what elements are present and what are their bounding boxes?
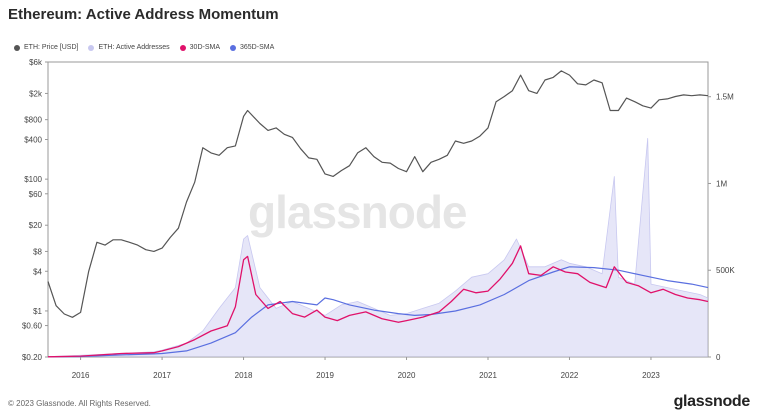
y-left-tick-label: $6k xyxy=(29,58,43,67)
legend-item-30d-sma[interactable]: 30D-SMA xyxy=(179,44,220,51)
y-left-tick-label: $4 xyxy=(33,267,42,276)
legend-dot-icon xyxy=(230,44,236,51)
legend: ETH: Price [USD] ETH: Active Addresses 3… xyxy=(14,44,274,51)
series-area-active-addresses xyxy=(48,138,708,357)
series-line-30d-sma xyxy=(47,245,709,358)
legend-item-price[interactable]: ETH: Price [USD] xyxy=(14,44,78,51)
copyright-text: © 2023 Glassnode. All Rights Reserved. xyxy=(8,399,151,408)
legend-item-365d-sma[interactable]: 365D-SMA xyxy=(230,44,274,51)
series-line-active-addresses xyxy=(47,138,709,358)
legend-item-active-addresses[interactable]: ETH: Active Addresses xyxy=(88,44,170,51)
y-left-tick-label: $1 xyxy=(33,307,42,316)
legend-dot-icon xyxy=(14,44,20,51)
watermark: glassnode xyxy=(248,186,468,238)
y-left-tick-label: $20 xyxy=(29,221,43,230)
x-tick-label: 2018 xyxy=(235,371,253,380)
y-right-tick-label: 0 xyxy=(716,353,721,362)
y-left-tick-label: $800 xyxy=(24,116,42,125)
y-left-tick-label: $2k xyxy=(29,89,43,98)
x-tick-label: 2020 xyxy=(398,371,416,380)
y-left-tick-label: $100 xyxy=(24,175,42,184)
x-tick-label: 2021 xyxy=(479,371,497,380)
y-left-tick-label: $60 xyxy=(29,190,43,199)
y-left-tick-label: $0.20 xyxy=(22,353,43,362)
glassnode-logo[interactable]: glassnode xyxy=(673,393,751,410)
legend-dot-icon xyxy=(88,44,95,51)
x-tick-label: 2017 xyxy=(153,371,171,380)
x-tick-label: 2022 xyxy=(561,371,579,380)
x-tick-label: 2016 xyxy=(72,371,90,380)
legend-label: ETH: Active Addresses xyxy=(98,44,170,51)
chart-title: Ethereum: Active Address Momentum xyxy=(8,6,279,23)
legend-dot-icon xyxy=(179,44,186,51)
series-line-price xyxy=(47,70,709,318)
series-line-365d-sma xyxy=(47,266,709,358)
y-right-tick-label: 1M xyxy=(716,179,727,188)
legend-label: 30D-SMA xyxy=(189,44,220,51)
y-left-tick-label: $400 xyxy=(24,135,42,144)
legend-label: ETH: Price [USD] xyxy=(24,44,79,51)
plot-frame xyxy=(47,61,709,358)
legend-label: 365D-SMA xyxy=(240,44,275,51)
y-right-tick-label: 500K xyxy=(716,266,735,275)
y-right-tick-label: 1.5M xyxy=(716,93,734,102)
x-tick-label: 2019 xyxy=(316,371,334,380)
y-left-tick-label: $8 xyxy=(33,247,42,256)
x-tick-label: 2023 xyxy=(642,371,660,380)
y-left-tick-label: $0.60 xyxy=(22,322,43,331)
